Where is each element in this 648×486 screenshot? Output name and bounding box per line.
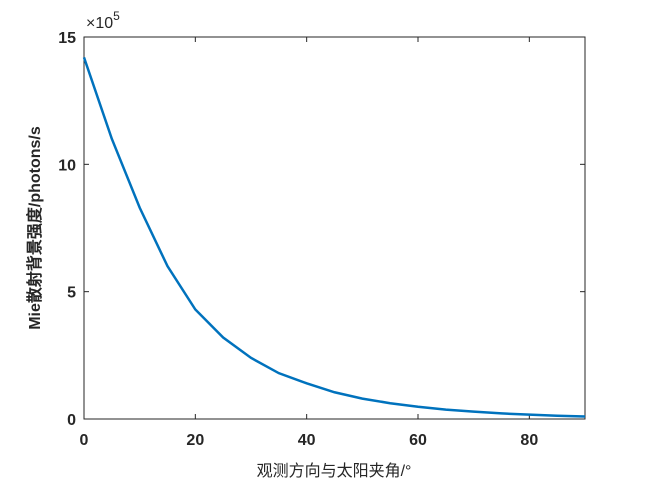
y-multiplier-exponent: 5 (113, 9, 120, 23)
data-line (82, 56, 586, 418)
y-axis-label: Mie散射背景强度/photons/s (25, 126, 44, 330)
x-tick-label: 40 (298, 432, 316, 449)
y-tick-label: 10 (58, 157, 76, 174)
y-multiplier-base: ×10 (86, 15, 113, 32)
y-tick-label: 15 (58, 30, 76, 47)
plot-box (83, 36, 586, 420)
x-tick-label: 20 (186, 432, 204, 449)
y-tick-label: 0 (67, 412, 76, 429)
y-multiplier: ×105 (86, 9, 120, 32)
x-axis-label: 观测方向与太阳夹角/° (257, 462, 412, 480)
x-tick-label: 0 (80, 432, 89, 449)
x-tick-label: 60 (409, 432, 427, 449)
y-tick-label: 5 (67, 285, 76, 302)
x-tick-label: 80 (520, 432, 538, 449)
